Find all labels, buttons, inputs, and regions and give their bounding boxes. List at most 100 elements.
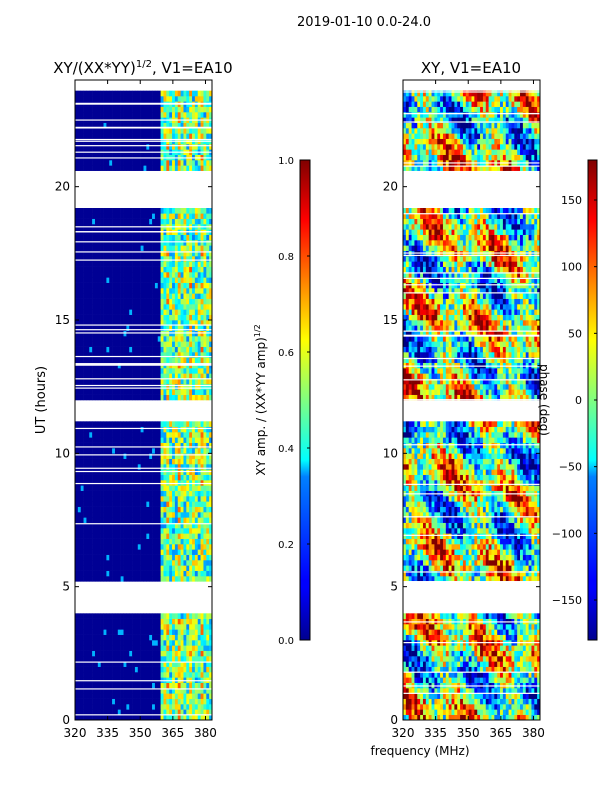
heatmap-cell	[172, 496, 176, 502]
heatmap-cell	[123, 357, 127, 363]
heatmap-cell	[92, 661, 96, 667]
heatmap-cell	[123, 293, 127, 299]
heatmap-cell	[109, 661, 113, 667]
heatmap-cell	[112, 650, 116, 657]
heatmap-cell	[186, 464, 190, 470]
heatmap-cell	[117, 656, 121, 662]
heatmap-cell	[194, 469, 199, 475]
heatmap-cell	[129, 165, 133, 171]
heatmap-cell	[174, 442, 179, 449]
heatmap-cell	[134, 373, 139, 379]
flagged-row	[75, 140, 212, 142]
heatmap-cell	[180, 522, 184, 529]
heatmap-cell	[146, 640, 150, 646]
heatmap-cell	[177, 90, 181, 97]
heatmap-cell	[120, 240, 124, 246]
heatmap-cell	[97, 384, 101, 390]
heatmap-cell	[126, 528, 130, 534]
heatmap-cell	[114, 293, 119, 299]
heatmap-cell	[129, 448, 133, 454]
heatmap-cell	[129, 437, 133, 443]
heatmap-cell	[80, 394, 84, 401]
heatmap-cell	[112, 698, 116, 705]
heatmap-cell	[186, 682, 190, 689]
heatmap-cell	[189, 640, 193, 646]
heatmap-cell	[117, 213, 121, 219]
heatmap-cell	[160, 309, 164, 315]
heatmap-cell	[194, 426, 199, 433]
heatmap-cell	[209, 256, 213, 262]
heatmap-cell	[177, 640, 181, 646]
heatmap-cell	[92, 437, 96, 443]
heatmap-cell	[180, 352, 184, 358]
heatmap-cell	[157, 208, 161, 214]
heatmap-cell	[209, 549, 213, 555]
heatmap-cell	[203, 528, 207, 534]
heatmap-cell	[140, 122, 144, 129]
heatmap-cell	[177, 522, 181, 529]
heatmap-cell	[166, 474, 170, 481]
heatmap-cell	[134, 133, 139, 139]
heatmap-cell	[189, 464, 193, 470]
heatmap-cell	[160, 293, 164, 299]
heatmap-cell	[146, 432, 150, 438]
heatmap-cell	[177, 309, 181, 315]
heatmap-cell	[172, 106, 176, 113]
heatmap-cell	[143, 432, 147, 438]
heatmap-cell	[172, 352, 176, 358]
heatmap-cell	[117, 106, 121, 113]
heatmap-cell	[112, 554, 116, 561]
heatmap-cell	[163, 698, 167, 705]
heatmap-cell	[112, 293, 116, 299]
heatmap-cell	[157, 714, 161, 721]
heatmap-cell	[117, 128, 121, 134]
heatmap-cell	[123, 704, 127, 710]
heatmap-cell	[80, 458, 84, 465]
heatmap-cell	[137, 448, 141, 454]
heatmap-cell	[160, 629, 164, 635]
heatmap-cell	[172, 464, 176, 470]
heatmap-cell	[114, 506, 119, 513]
heatmap-cell	[189, 672, 193, 678]
heatmap-cell	[137, 122, 141, 129]
heatmap-cell	[152, 357, 156, 363]
heatmap-cell	[174, 560, 179, 566]
heatmap-cell	[126, 357, 130, 363]
heatmap-cell	[163, 266, 167, 273]
heatmap-cell	[123, 645, 127, 651]
heatmap-cell	[206, 240, 210, 246]
heatmap-cell	[137, 346, 141, 353]
heatmap-cell	[146, 346, 150, 353]
heatmap-cell	[114, 533, 119, 539]
heatmap-cell	[149, 213, 153, 219]
heatmap-cell	[97, 304, 101, 310]
heatmap-cell	[92, 90, 96, 97]
heatmap-cell	[197, 560, 201, 566]
heatmap-cell	[154, 384, 159, 390]
heatmap-cell	[117, 506, 121, 513]
heatmap-cell	[163, 672, 167, 678]
heatmap-cell	[89, 309, 93, 315]
heatmap-cell	[206, 282, 210, 289]
heatmap-cell	[157, 629, 161, 635]
heatmap-cell	[169, 357, 173, 363]
heatmap-cell	[160, 714, 164, 721]
heatmap-cell	[97, 432, 101, 438]
heatmap-cell	[163, 490, 167, 497]
heatmap-cell	[103, 714, 107, 721]
heatmap-cell	[77, 688, 81, 694]
heatmap-cell	[126, 554, 130, 561]
heatmap-cell	[169, 554, 173, 561]
heatmap-cell	[209, 554, 213, 561]
heatmap-cell	[117, 389, 121, 395]
heatmap-cell	[117, 704, 121, 710]
heatmap-cell	[177, 288, 181, 294]
heatmap-cell	[172, 640, 176, 646]
heatmap-cell	[114, 288, 119, 294]
heatmap-cell	[126, 645, 130, 651]
heatmap-cell	[163, 352, 167, 358]
heatmap-cell	[77, 437, 81, 443]
heatmap-cell	[80, 666, 84, 673]
heatmap-cell	[174, 341, 179, 347]
heatmap-cell	[100, 458, 104, 465]
